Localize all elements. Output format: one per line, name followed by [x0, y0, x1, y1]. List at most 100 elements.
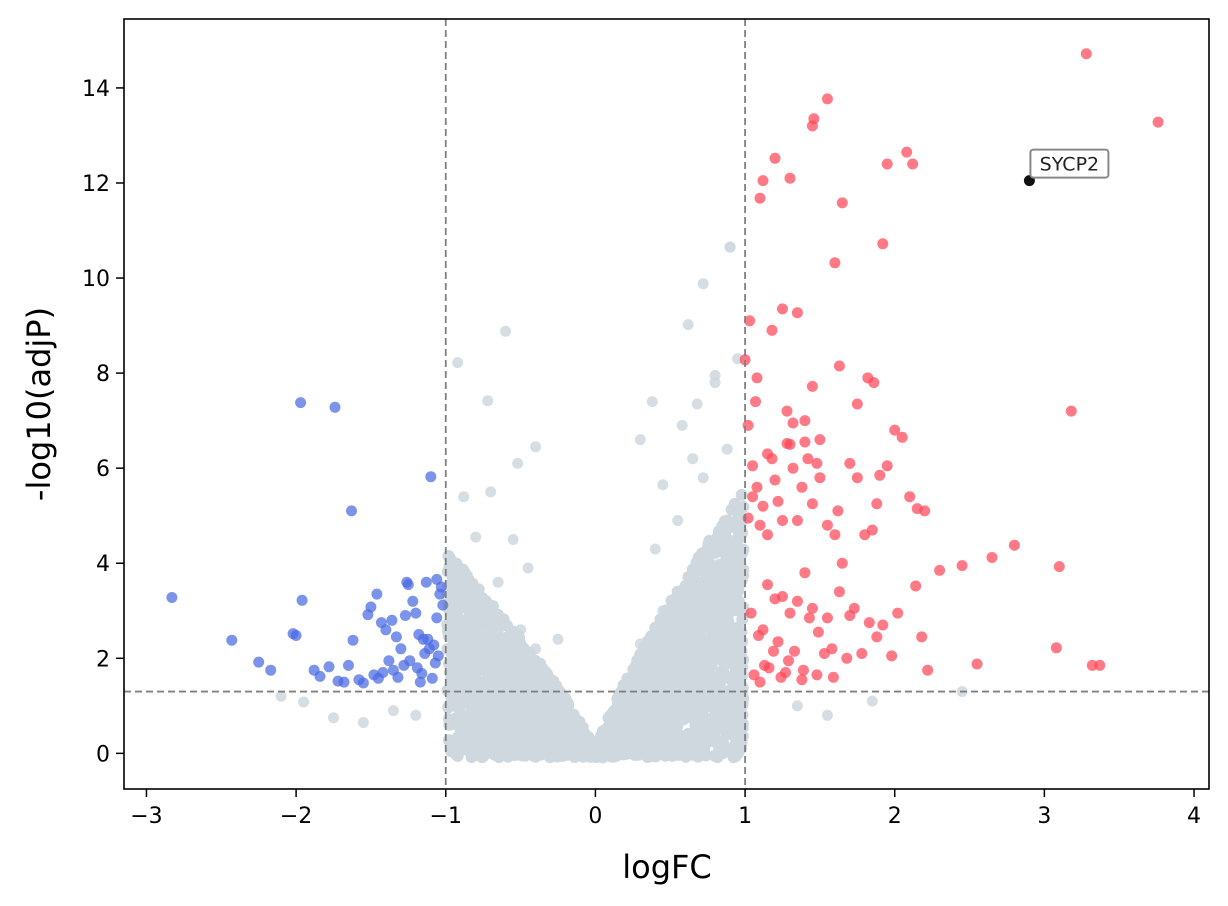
up-regulated-point	[769, 152, 781, 164]
up-regulated-point	[811, 669, 823, 681]
cloud-point	[674, 734, 686, 747]
cloud-point	[516, 731, 529, 744]
up-regulated-point	[863, 617, 875, 629]
cloud-point	[444, 609, 457, 621]
down-regulated-point	[290, 630, 302, 641]
cloud-point	[666, 721, 679, 734]
ns-regulated-point	[721, 443, 733, 455]
cloud-point	[731, 506, 744, 519]
up-regulated-point	[827, 671, 839, 683]
cloud-point	[633, 728, 646, 741]
cloud-point	[636, 651, 648, 664]
up-regulated-point	[1080, 48, 1092, 60]
ns-regulated-point	[545, 733, 556, 745]
down-regulated-point	[253, 656, 265, 668]
cloud-point	[684, 591, 697, 604]
cloud-point	[469, 744, 482, 757]
cloud-point	[676, 606, 689, 619]
ns-regulated-point	[530, 643, 542, 655]
cloud-point	[466, 595, 479, 608]
up-regulated-point	[744, 315, 756, 327]
cloud-point	[671, 585, 684, 598]
y-axis-ticks: 0 2 4 6 8 10 12 14	[82, 77, 124, 767]
ns-regulated-point	[410, 709, 422, 721]
cloud-point	[595, 729, 608, 742]
up-regulated-point	[896, 431, 908, 443]
up-regulated-point	[748, 669, 760, 681]
down-regulated-point	[329, 401, 341, 413]
down-regulated-point	[404, 655, 416, 667]
cloud-point	[573, 727, 586, 740]
up-regulated-point	[851, 398, 863, 410]
ns-regulated-point	[724, 241, 736, 253]
cloud-point	[711, 751, 724, 764]
cloud-point	[454, 700, 467, 713]
cloud-point	[700, 736, 713, 749]
up-regulated-point	[821, 519, 833, 531]
cloud-point	[698, 655, 711, 668]
cloud-point	[635, 687, 647, 700]
cloud-point	[528, 664, 540, 677]
ns-regulated-point	[687, 453, 699, 465]
cloud-point	[666, 709, 678, 722]
up-regulated-point	[871, 631, 883, 643]
up-regulated-point	[829, 529, 841, 541]
down-regulated-point	[166, 592, 178, 603]
y-axis-title: -log10(adjP)	[20, 307, 58, 501]
cloud-point	[467, 676, 479, 689]
ns-regulated-point	[619, 690, 631, 702]
cloud-point	[632, 664, 645, 677]
up-regulated-point	[781, 438, 793, 449]
cloud-point	[730, 551, 743, 564]
cloud-point	[472, 655, 485, 668]
up-regulated-point	[814, 472, 826, 484]
ns-regulated-point	[485, 702, 497, 714]
up-regulated-point	[780, 667, 791, 678]
cloud-point	[727, 561, 740, 574]
up-regulated-point	[956, 560, 968, 572]
cloud-point	[483, 672, 496, 685]
ns-regulated-point	[679, 619, 691, 631]
cloud-point	[715, 719, 728, 732]
up-regulated-point	[777, 515, 788, 526]
ns-regulated-point	[275, 690, 287, 702]
ns-regulated-point	[328, 712, 339, 724]
cloud-point	[730, 735, 743, 748]
ns-regulated-point	[537, 671, 549, 683]
cloud-point	[687, 742, 700, 755]
down-regulated-point	[226, 634, 238, 646]
ns-regulated-point	[664, 662, 676, 674]
x-tick-label: 4	[1187, 804, 1201, 829]
up-regulated-point	[1053, 561, 1065, 573]
down-regulated-point	[387, 664, 399, 676]
cloud-point	[454, 725, 467, 738]
cloud-point	[713, 677, 726, 690]
cloud-point	[702, 713, 714, 726]
up-regulated-point	[814, 434, 826, 446]
x-tick-label: 1	[738, 804, 752, 829]
cloud-point	[678, 637, 691, 650]
up-regulated-point	[1094, 659, 1106, 671]
up-regulated-point	[796, 481, 808, 493]
down-regulated-point	[347, 634, 359, 646]
down-regulated-point	[410, 607, 422, 619]
up-regulated-point	[769, 474, 781, 486]
cloud-point	[662, 745, 675, 758]
up-regulated-point	[803, 612, 815, 624]
up-regulated-point	[889, 424, 901, 436]
ns-regulated-point	[357, 717, 369, 728]
ns-regulated-point	[657, 479, 669, 491]
cloud-point	[647, 725, 660, 738]
down-regulated-point	[395, 643, 407, 655]
ns-regulated-point	[552, 633, 564, 645]
down-regulated-point	[332, 675, 344, 687]
up-regulated-point	[769, 593, 781, 605]
ns-regulated-point	[447, 595, 459, 607]
ns-regulated-point	[512, 457, 524, 469]
up-regulated-point	[757, 500, 769, 512]
up-regulated-point	[796, 674, 808, 686]
up-regulated-point	[762, 529, 773, 541]
cloud-point	[678, 693, 691, 706]
cloud-point	[504, 678, 517, 691]
up-regulated-point	[1152, 116, 1164, 128]
